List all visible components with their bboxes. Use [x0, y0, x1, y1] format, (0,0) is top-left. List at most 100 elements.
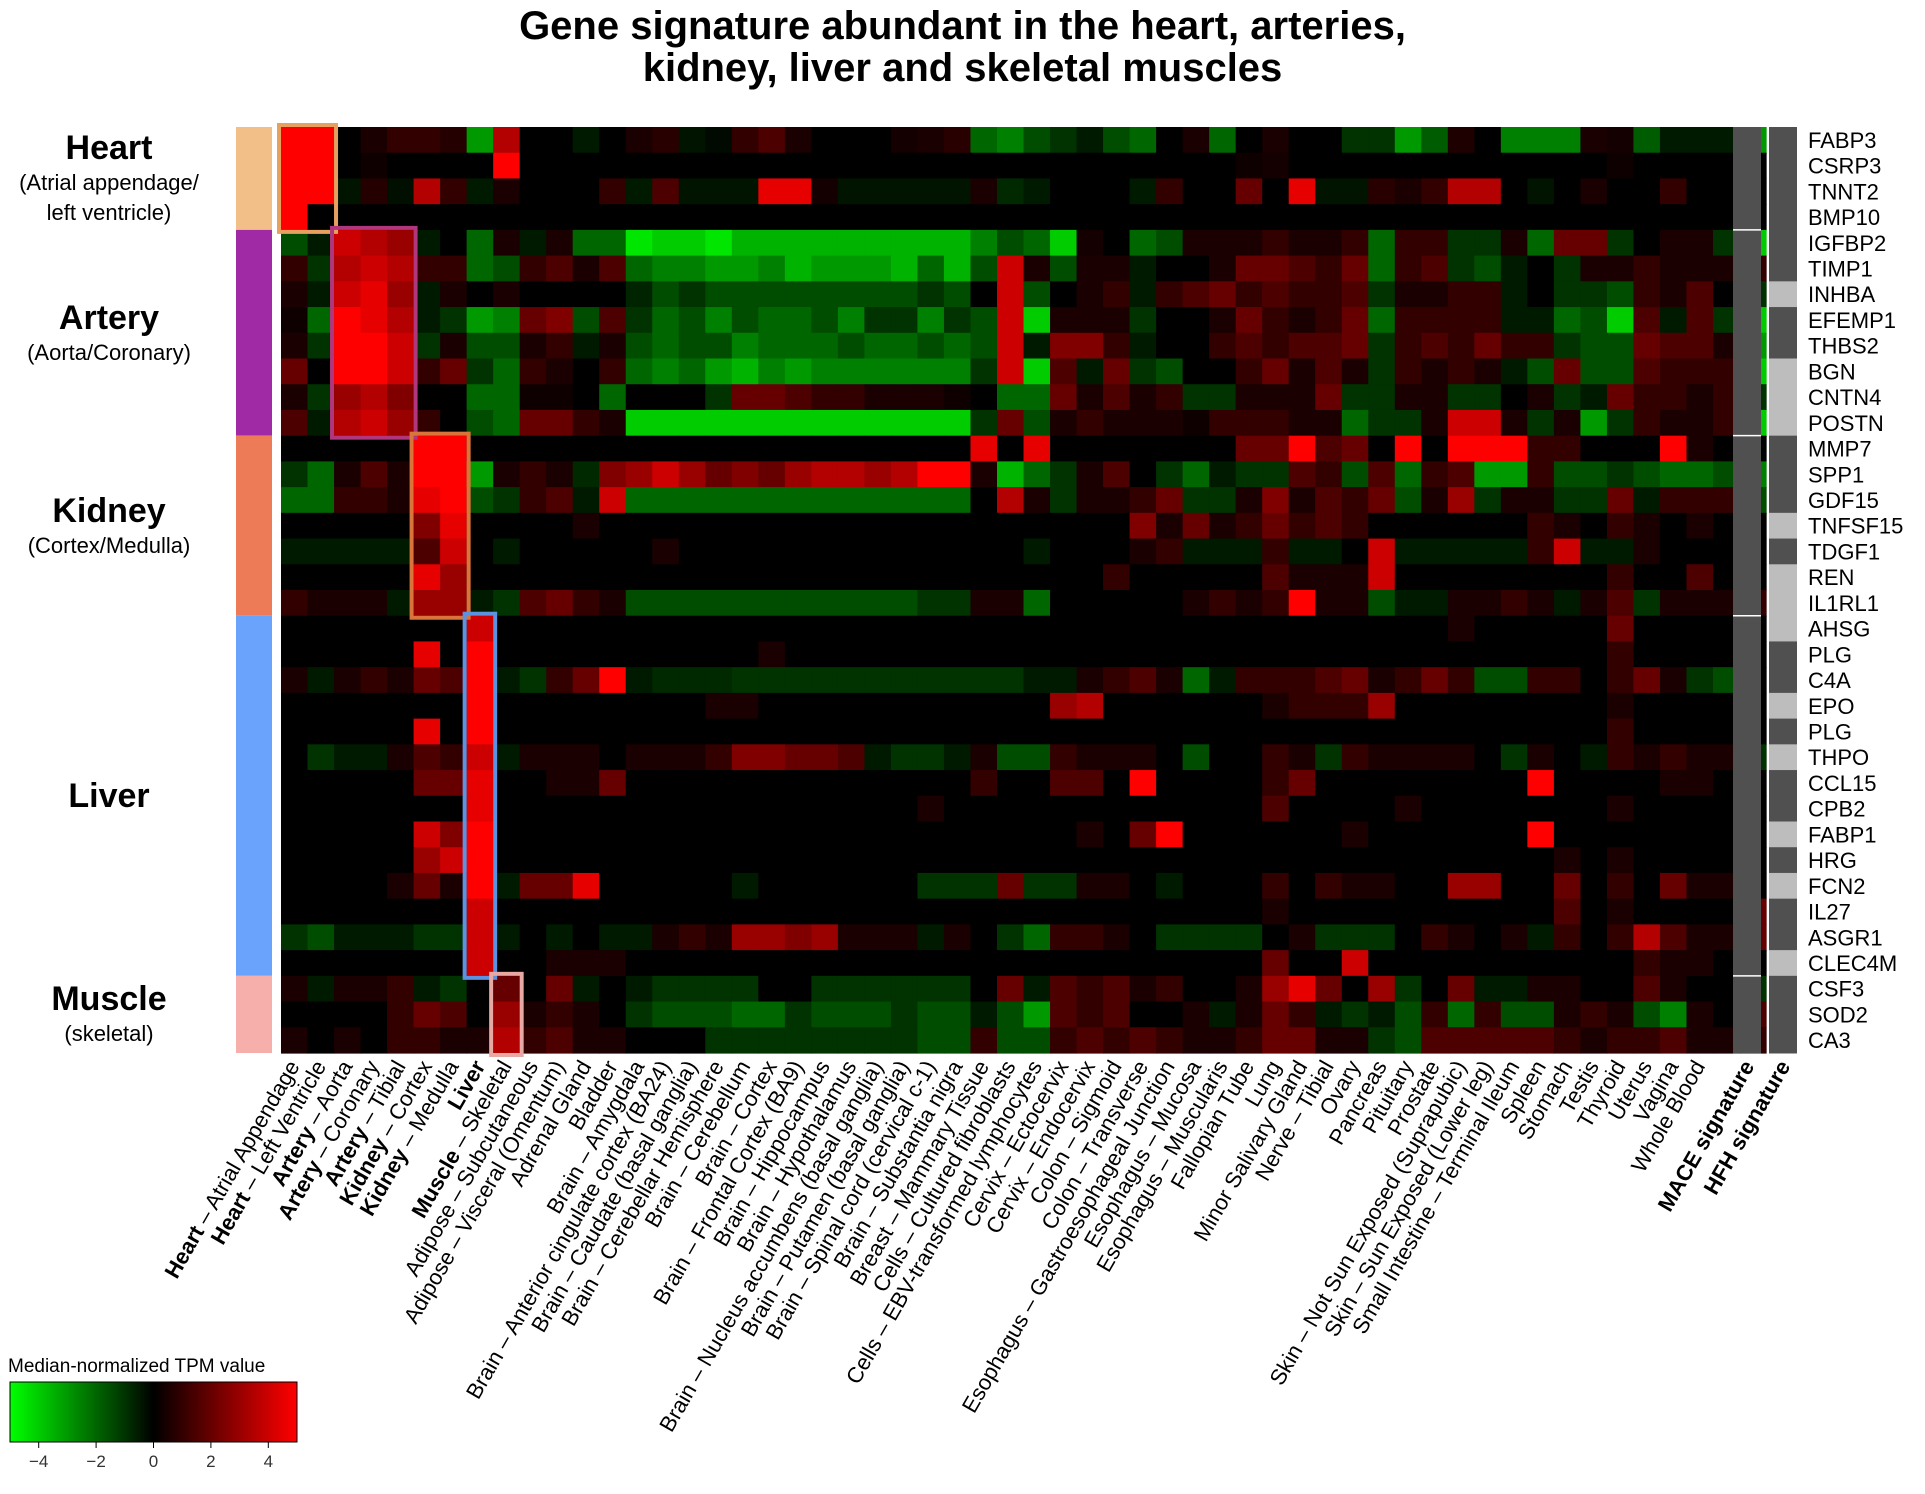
- heatmap-cell: [1500, 538, 1528, 565]
- heatmap-cell: [1527, 255, 1555, 282]
- heatmap-cell: [970, 872, 998, 900]
- heatmap-cell: [1315, 307, 1343, 334]
- heatmap-cell: [493, 770, 521, 797]
- heatmap-cell: [731, 435, 759, 462]
- heatmap-cell: [705, 461, 733, 488]
- heatmap-cell: [572, 487, 600, 514]
- heatmap-cell: [599, 152, 627, 180]
- mace-signature-cell: [1733, 975, 1761, 1003]
- heatmap-cell: [837, 770, 866, 797]
- gene-label: EFEMP1: [1808, 308, 1896, 333]
- heatmap-cell: [1235, 384, 1263, 411]
- heatmap-cell: [1633, 461, 1661, 488]
- heatmap-cell: [281, 898, 309, 925]
- heatmap-cell: [1209, 204, 1237, 231]
- heatmap-cell: [440, 178, 468, 205]
- heatmap-cell: [1421, 795, 1449, 823]
- heatmap-cell: [413, 512, 441, 540]
- heatmap-cell: [1156, 975, 1184, 1003]
- heatmap-cell: [890, 152, 919, 180]
- heatmap-cell: [1368, 409, 1396, 437]
- heatmap-cell: [917, 384, 945, 411]
- heatmap-cell: [1368, 692, 1396, 720]
- heatmap-cell: [334, 692, 362, 720]
- heatmap-cell: [572, 667, 600, 694]
- heatmap-cell: [1659, 847, 1688, 874]
- heatmap-cell: [1500, 461, 1528, 488]
- heatmap-cell: [1050, 358, 1078, 385]
- heatmap-cell: [1633, 641, 1661, 668]
- heatmap-cell: [387, 178, 415, 205]
- heatmap-cell: [997, 564, 1025, 591]
- heatmap-cell: [970, 795, 998, 823]
- heatmap-cell: [1050, 281, 1078, 308]
- heatmap-cell: [1209, 332, 1237, 360]
- heatmap-cell: [1500, 950, 1528, 977]
- heatmap-cell: [1500, 281, 1528, 308]
- heatmap-cell: [1288, 384, 1316, 411]
- heatmap-cell: [1553, 821, 1582, 848]
- gene-label: EPO: [1808, 694, 1854, 719]
- heatmap-cell: [943, 255, 972, 282]
- heatmap-cell: [1606, 1001, 1635, 1028]
- heatmap-cell: [1129, 281, 1157, 308]
- mace-signature-cell: [1733, 718, 1761, 745]
- heatmap-cell: [837, 435, 866, 462]
- heatmap-cell: [1341, 229, 1369, 257]
- heatmap-cell: [1606, 718, 1635, 745]
- heatmap-cell: [970, 384, 998, 411]
- heatmap-cell: [307, 512, 335, 540]
- heatmap-cell: [387, 1001, 415, 1028]
- hfh-signature-cell: [1769, 512, 1797, 540]
- heatmap-cell: [1580, 770, 1608, 797]
- heatmap-cell: [1474, 667, 1502, 694]
- heatmap-cell: [784, 975, 812, 1003]
- heatmap-cell: [625, 435, 653, 462]
- heatmap-cell: [1315, 204, 1343, 231]
- heatmap-cell: [1447, 924, 1475, 951]
- heatmap-cell: [1686, 975, 1714, 1003]
- heatmap-cell: [1050, 204, 1078, 231]
- heatmap-cell: [943, 950, 972, 977]
- heatmap-cell: [890, 127, 919, 154]
- mace-signature-cell: [1733, 512, 1761, 540]
- heatmap-cell: [1156, 924, 1184, 951]
- heatmap-cell: [811, 538, 839, 565]
- heatmap-cell: [652, 538, 680, 565]
- heatmap-cell: [519, 152, 547, 180]
- heatmap-cell: [678, 795, 706, 823]
- heatmap-cell: [1156, 255, 1184, 282]
- heatmap-cell: [1474, 409, 1502, 437]
- heatmap-cell: [1633, 487, 1661, 514]
- heatmap-cell: [1209, 384, 1237, 411]
- heatmap-cell: [1023, 1027, 1051, 1054]
- heatmap-cell: [970, 229, 998, 257]
- heatmap-cell: [281, 615, 309, 643]
- heatmap-cell: [546, 204, 574, 231]
- heatmap-cell: [705, 641, 733, 668]
- heatmap-cell: [1527, 667, 1555, 694]
- heatmap-cell: [1500, 847, 1528, 874]
- heatmap-cell: [1474, 358, 1502, 385]
- heatmap-cell: [1606, 204, 1635, 231]
- heatmap-cell: [1394, 229, 1422, 257]
- heatmap-cell: [546, 872, 574, 900]
- heatmap-cell: [281, 307, 309, 334]
- heatmap-cell: [307, 898, 335, 925]
- heatmap-cell: [1500, 332, 1528, 360]
- heatmap-cell: [811, 590, 839, 617]
- heatmap-cell: [1421, 178, 1449, 205]
- heatmap-cell: [546, 307, 574, 334]
- heatmap-cell: [1527, 281, 1555, 308]
- heatmap-cell: [864, 307, 892, 334]
- heatmap-cell: [440, 281, 468, 308]
- heatmap-cell: [1050, 744, 1078, 771]
- heatmap-cell: [1659, 281, 1688, 308]
- heatmap-cell: [440, 538, 468, 565]
- mace-signature-cell: [1733, 847, 1761, 874]
- heatmap-cell: [1182, 564, 1210, 591]
- heatmap-cell: [1686, 770, 1714, 797]
- heatmap-cell: [1129, 950, 1157, 977]
- heatmap-cell: [917, 152, 945, 180]
- heatmap-cell: [1129, 487, 1157, 514]
